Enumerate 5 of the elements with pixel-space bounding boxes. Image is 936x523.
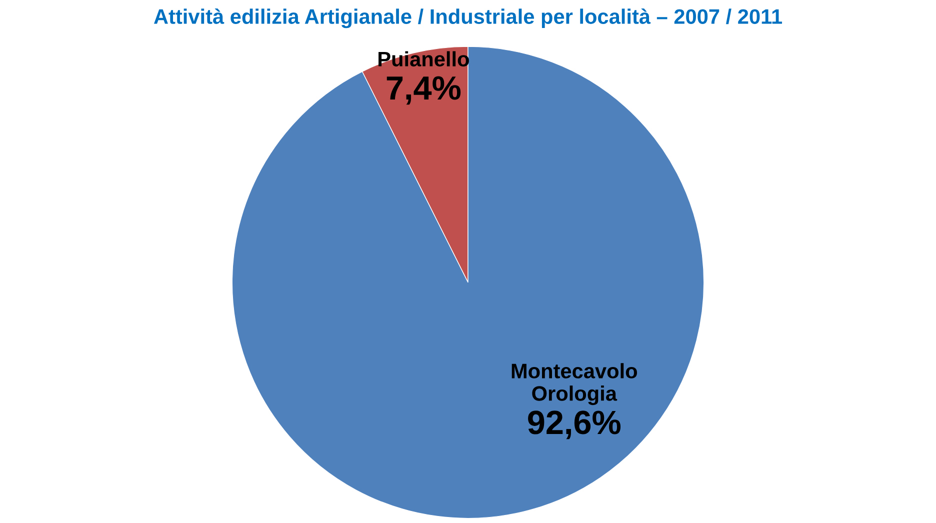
data-label: 92,6% <box>528 410 621 440</box>
chart-title: Attività edilizia Artigianale / Industriale per località – 2007 / 2011 <box>154 8 782 28</box>
pie-slice <box>232 46 704 519</box>
data-label: 7,4% <box>386 76 461 105</box>
slice-label: Montecavolo Orologia <box>512 363 637 406</box>
